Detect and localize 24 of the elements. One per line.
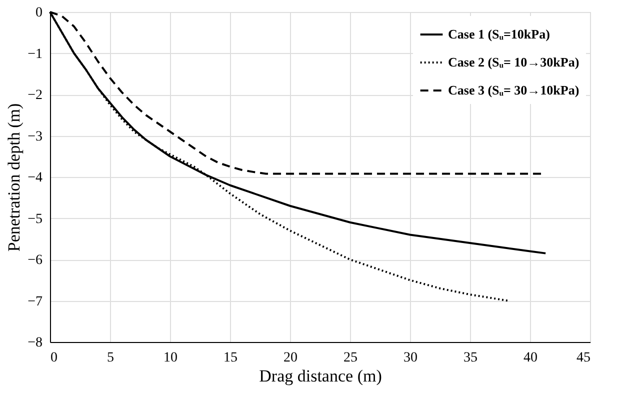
x-tick-label: 45	[576, 350, 590, 366]
y-tick-label: −2	[28, 88, 42, 103]
x-tick-label: 0	[50, 350, 58, 366]
x-tick-label: 20	[284, 350, 298, 366]
y-tick-label: −4	[28, 170, 42, 186]
y-axis-title: Penetration depth (m)	[4, 103, 24, 252]
x-axis-title: Drag distance (m)	[259, 366, 382, 386]
legend-label: Case 1 (Sᵤ=10kPa)	[448, 26, 550, 42]
x-tick-label: 30	[404, 350, 418, 366]
y-tick-label: 0	[36, 6, 42, 20]
x-tick-label: 10	[164, 350, 178, 366]
legend-label: Case 3 (Sᵤ= 30→10kPa)	[448, 82, 580, 98]
x-tick-label: 5	[107, 350, 114, 366]
legend-label: Case 2 (Sᵤ= 10→30kPa)	[448, 54, 580, 70]
x-tick-label: 15	[224, 350, 238, 366]
y-tick-label: −7	[28, 294, 42, 310]
x-tick-label: 35	[464, 350, 478, 366]
y-tick-label: −8	[28, 336, 42, 350]
x-tick-label: 40	[524, 350, 538, 366]
y-tick-label: −1	[28, 46, 42, 62]
y-tick-label: −3	[28, 129, 42, 144]
y-tick-label: −6	[28, 253, 42, 268]
x-tick-label: 25	[344, 350, 358, 366]
y-tick-label: −5	[28, 212, 42, 227]
